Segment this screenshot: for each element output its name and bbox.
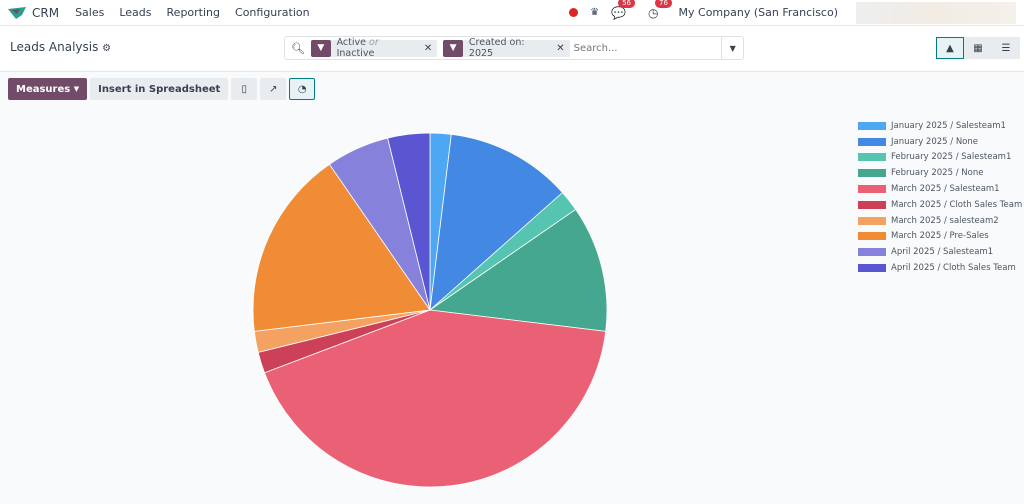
pie-slice[interactable] — [263, 309, 607, 488]
list-icon: ☰ — [1001, 42, 1011, 54]
pie-slice[interactable] — [387, 132, 431, 311]
bar-chart-button[interactable]: ▯ — [231, 78, 258, 100]
legend-label: February 2025 / None — [891, 168, 984, 179]
legend-item[interactable]: January 2025 / Salesteam1 — [858, 118, 1022, 134]
legend-label: February 2025 / Salesteam1 — [891, 152, 1012, 163]
legend-swatch — [858, 200, 886, 209]
graph-view-button[interactable]: ▲ — [936, 37, 964, 59]
table-icon: ▦ — [973, 42, 983, 54]
legend-item[interactable]: April 2025 / Cloth Sales Team — [858, 260, 1022, 276]
insert-spreadsheet-button[interactable]: Insert in Spreadsheet — [90, 78, 229, 100]
menu-reporting[interactable]: Reporting — [166, 6, 221, 19]
search-options-toggle[interactable]: ▼ — [721, 37, 743, 59]
measures-button[interactable]: Measures ▼ — [8, 78, 88, 100]
company-switcher[interactable]: My Company (San Francisco) — [678, 6, 838, 19]
close-icon[interactable]: ✕ — [556, 42, 565, 54]
facet-value: Active — [336, 37, 366, 48]
user-menu[interactable] — [856, 1, 1016, 24]
facet-value: Inactive — [336, 48, 375, 59]
bug-icon[interactable]: ♛ — [590, 7, 600, 18]
legend-item[interactable]: February 2025 / Salesteam1 — [858, 150, 1022, 166]
app-name[interactable]: CRM — [32, 5, 60, 20]
legend-label: March 2025 / Salesteam1 — [891, 184, 1000, 195]
bar-chart-icon: ▯ — [241, 83, 248, 95]
legend-swatch — [858, 185, 886, 194]
legend-label: April 2025 / Salesteam1 — [891, 247, 994, 258]
menu-sales[interactable]: Sales — [75, 6, 105, 19]
legend-swatch — [858, 121, 886, 130]
crm-logo-icon[interactable] — [8, 6, 26, 19]
legend-label: January 2025 / None — [891, 136, 979, 147]
pie-slice[interactable] — [429, 133, 564, 311]
search-icon: 🔍︎ — [291, 41, 305, 55]
legend-label: January 2025 / Salesteam1 — [891, 120, 1006, 131]
list-view-button[interactable]: ☰ — [992, 37, 1020, 59]
filter-facet-active: ▼ Active or Inactive ✕ — [310, 37, 438, 59]
clock-icon: ◷ — [648, 5, 659, 20]
messages-badge: 56 — [618, 0, 635, 8]
legend-label: April 2025 / Cloth Sales Team — [891, 263, 1016, 274]
page-title-text: Leads Analysis — [10, 40, 99, 54]
area-chart-icon: ▲ — [946, 42, 954, 54]
messages-button[interactable]: 💬 56 — [611, 0, 635, 20]
legend-swatch — [858, 264, 886, 273]
facet-value: Created on: 2025 — [468, 37, 525, 59]
pivot-view-button[interactable]: ▦ — [964, 37, 992, 59]
top-navbar: CRM Sales Leads Reporting Configuration … — [0, 0, 1024, 26]
filter-icon: ▼ — [310, 39, 331, 57]
page-title: Leads Analysis ⚙ — [10, 40, 111, 54]
measures-label: Measures — [16, 83, 71, 95]
legend-item[interactable]: January 2025 / None — [858, 134, 1022, 150]
legend-item[interactable]: March 2025 / Pre-Sales — [858, 229, 1022, 245]
chart-legend: January 2025 / Salesteam1 January 2025 / … — [858, 118, 1022, 276]
legend-swatch — [858, 169, 886, 178]
pie-slice[interactable] — [252, 163, 431, 332]
legend-label: March 2025 / Cloth Sales Team — [891, 199, 1023, 210]
filter-icon: ▼ — [443, 39, 463, 57]
legend-swatch — [858, 248, 886, 257]
recording-dot-icon[interactable] — [569, 8, 579, 17]
graph-toolbar: Measures ▼ Insert in Spreadsheet ▯ ↗ ◔ — [8, 78, 316, 100]
activities-button[interactable]: ◷ 76 — [648, 0, 672, 20]
legend-swatch — [858, 137, 886, 146]
search-input[interactable] — [573, 42, 722, 54]
activities-badge: 76 — [655, 0, 672, 8]
caret-down-icon: ▼ — [73, 85, 80, 93]
legend-item[interactable]: March 2025 / Cloth Sales Team — [858, 197, 1022, 213]
legend-item[interactable]: March 2025 / Salesteam1 — [858, 181, 1022, 197]
search-bar: 🔍︎ ▼ Active or Inactive ✕ ▼ Created on: … — [284, 36, 744, 60]
legend-swatch — [858, 232, 886, 241]
pie-chart-icon: ◔ — [297, 83, 307, 95]
legend-swatch — [858, 153, 886, 162]
gear-icon[interactable]: ⚙ — [102, 43, 112, 54]
facet-or: or — [369, 37, 379, 48]
view-switcher: ▲ ▦ ☰ — [936, 37, 1020, 59]
menu-leads[interactable]: Leads — [119, 6, 152, 19]
chat-icon: 💬 — [611, 5, 627, 20]
legend-label: March 2025 / salesteam2 — [891, 215, 999, 226]
legend-item[interactable]: April 2025 / Salesteam1 — [858, 244, 1022, 260]
legend-item[interactable]: March 2025 / salesteam2 — [858, 213, 1022, 229]
legend-label: March 2025 / Pre-Sales — [891, 231, 989, 242]
legend-item[interactable]: February 2025 / None — [858, 165, 1022, 181]
control-panel: Leads Analysis ⚙ 🔍︎ ▼ Active or Inactive… — [0, 26, 1024, 72]
pie-chart-button[interactable]: ◔ — [289, 78, 316, 100]
line-chart-button[interactable]: ↗ — [260, 78, 287, 100]
filter-facet-created: ▼ Created on: 2025 ✕ — [443, 37, 570, 59]
menu-configuration[interactable]: Configuration — [235, 6, 310, 19]
pie-slice[interactable] — [428, 208, 608, 332]
legend-swatch — [858, 216, 886, 225]
close-icon[interactable]: ✕ — [423, 42, 433, 54]
line-chart-icon: ↗ — [269, 83, 278, 95]
